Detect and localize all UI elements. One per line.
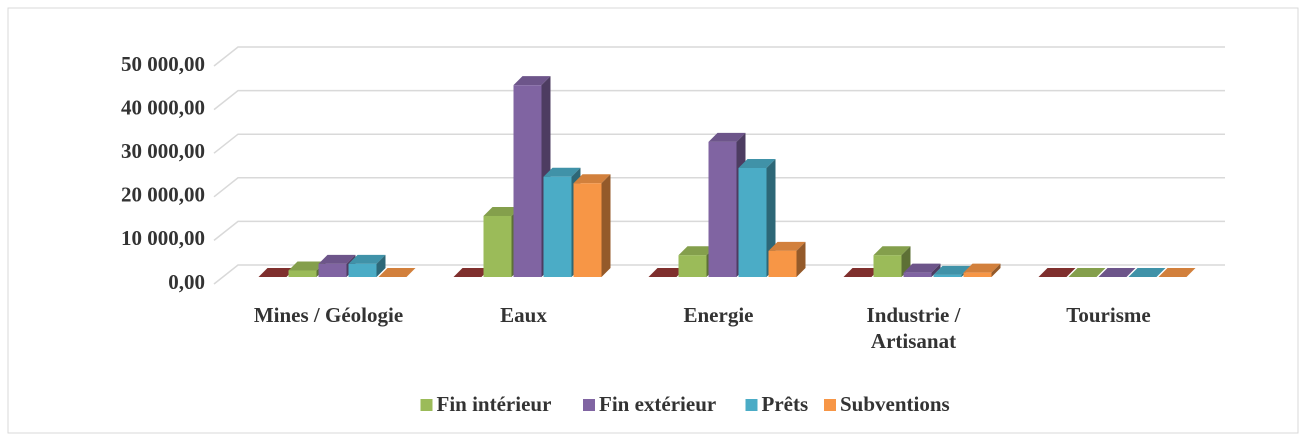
bar-side [601,174,611,277]
x-tick-label: Energie [683,303,754,327]
grid-line [213,89,1225,111]
bar-top [768,241,806,251]
chart-border [7,7,1299,434]
y-tick-label: 40 000,00 [121,95,205,119]
bar [513,85,542,277]
legend-swatch [745,399,758,411]
bar-top [288,261,326,271]
bar [543,176,572,277]
y-tick-label: 0,00 [168,270,205,294]
legend-label: Prêts [762,392,809,416]
bar [738,168,767,277]
bar-top [453,268,491,277]
bar-top [843,268,881,277]
legend-swatch [420,399,433,411]
bar-top [903,263,941,273]
bar-top [1068,268,1106,277]
y-tick-label: 30 000,00 [121,139,205,163]
bar [873,255,902,277]
x-tick-label: Mines / Géologie [253,303,404,327]
bar-top [318,254,356,264]
bar [708,141,737,277]
y-tick-label: 50 000,00 [121,52,205,76]
bar-top [513,76,551,86]
x-tick-label: Industrie / Artisanat [866,303,961,353]
x-tick-label: Tourisme [1066,303,1151,327]
grid-line [213,177,1225,198]
bar-top [738,159,776,168]
legend-swatch [583,399,595,411]
bar [573,183,602,277]
bar-top [873,246,911,256]
bar-side [931,263,941,277]
bar [963,272,992,277]
legend-label: Subventions [840,392,950,416]
bar-top [348,254,386,264]
bar [678,255,707,277]
bar-top [678,246,716,256]
bar-side [376,254,386,277]
bar-top [483,206,521,216]
bar-top [573,174,611,184]
bar [768,250,797,277]
bar-top [933,265,971,275]
legend-label: Fin intérieur [437,392,552,416]
bar-top [1128,268,1166,277]
bar-side [991,263,1001,277]
bar-top [648,268,686,277]
bar-top [708,132,746,142]
bar-top [1038,268,1076,277]
grid-line [213,46,1225,67]
legend-label: Fin extérieur [599,392,716,416]
grid-line [213,220,1225,241]
bar [348,263,377,277]
bar [318,263,347,277]
bar-top [963,263,1001,273]
bar [903,272,932,277]
bar [933,274,962,277]
bar [483,215,512,277]
bar-top [1098,268,1136,277]
bar-top [378,268,416,277]
legend-swatch [824,399,836,411]
x-tick-label: Eaux [500,303,547,327]
bar-side [796,241,806,277]
bar-top [543,167,581,177]
bar-top [1158,268,1196,277]
bar-top [258,268,296,277]
y-tick-label: 10 000,00 [121,226,205,250]
bar [288,270,317,277]
grid-line [213,133,1225,154]
y-tick-label: 20 000,00 [121,183,205,207]
